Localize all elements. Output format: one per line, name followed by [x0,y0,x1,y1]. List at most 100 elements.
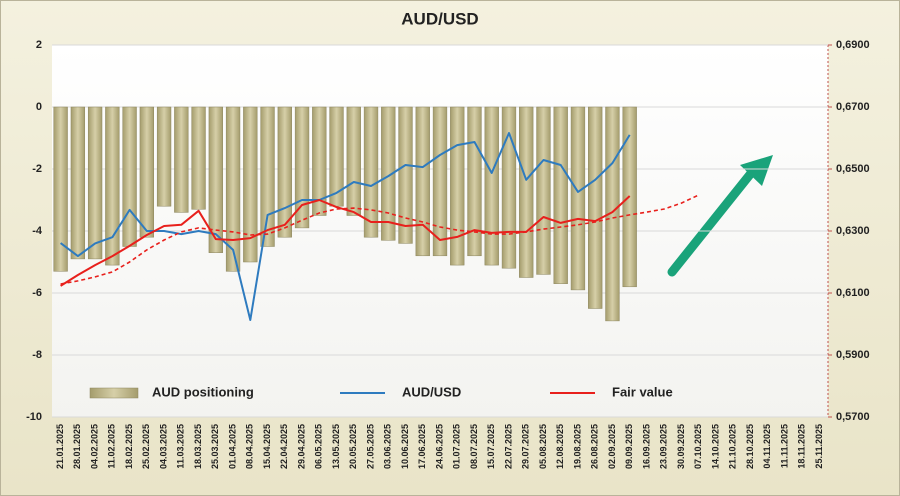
x-tick-label: 29.04.2025 [296,424,306,469]
x-tick-label: 13.05.2025 [331,424,341,469]
y2-tick-label: 0,6500 [836,163,870,175]
y2-tick-label: 0,6300 [836,225,870,237]
x-tick-label: 04.02.2025 [89,424,99,469]
x-tick-label: 11.11.2025 [779,424,789,468]
legend-label: AUD/USD [402,384,461,399]
x-tick-label: 19.08.2025 [572,424,582,469]
x-tick-label: 25.02.2025 [141,424,151,469]
bar [346,106,361,216]
x-tick-label: 23.09.2025 [659,424,669,469]
y2-tick-label: 0,6100 [836,287,870,299]
x-tick-label: 25.03.2025 [210,424,220,469]
bar [139,106,154,238]
bar [260,106,275,247]
x-tick-label: 18.02.2025 [124,424,134,469]
bar [432,106,448,257]
bar [484,106,499,266]
x-tick-label: 22.04.2025 [279,424,289,469]
bar [208,106,223,253]
y-tick-label: 0 [36,101,42,113]
y2-tick-label: 0,6900 [836,39,870,51]
x-tick-label: 27.05.2025 [365,424,375,469]
bar [588,106,603,309]
x-tick-label: 21.01.2025 [55,424,65,469]
bar [501,106,517,269]
trend-arrow-head [740,155,773,186]
line [60,194,700,285]
legend-swatch [89,387,139,399]
x-tick-label: 07.10.2025 [693,424,703,469]
bar [381,106,396,241]
line [60,195,631,287]
y2-tick-label: 0,5900 [836,349,870,361]
bar [467,106,482,257]
x-tick-label: 06.05.2025 [314,424,324,469]
legend-label: Fair value [612,384,673,399]
bar [70,106,86,260]
x-tick-label: 17.06.2025 [417,424,427,469]
bar [191,106,206,210]
x-tick-label: 02.09.2025 [607,424,617,469]
bar [415,106,430,257]
x-tick-label: 15.07.2025 [486,424,496,469]
bar [225,106,241,272]
bar [122,106,137,247]
x-tick-label: 01.07.2025 [452,424,462,469]
bar [277,106,292,238]
bar [398,106,413,244]
x-tick-label: 18.11.2025 [797,424,807,469]
x-tick-label: 09.09.2025 [624,424,634,469]
bar [519,106,534,278]
bar [105,106,120,266]
x-tick-label: 24.06.2025 [434,424,444,469]
x-tick-label: 03.06.2025 [383,424,393,469]
trend-arrow [667,167,757,277]
x-tick-label: 16.09.2025 [641,424,651,469]
x-tick-label: 30.09.2025 [676,424,686,469]
y2-tick-label: 0,6700 [836,101,870,113]
x-tick-label: 11.02.2025 [107,424,117,469]
bar [294,106,310,229]
x-tick-label: 11.03.2025 [176,424,186,469]
y-tick-label: 2 [36,39,42,51]
bar [53,106,68,272]
x-tick-label: 25.11.2025 [814,424,824,469]
x-tick-label: 12.08.2025 [555,424,565,469]
x-tick-label: 28.01.2025 [72,424,82,469]
y-tick-label: -8 [32,349,42,361]
x-tick-label: 14.10.2025 [710,424,720,469]
y-tick-label: -6 [32,287,42,299]
bar [570,106,586,291]
x-tick-label: 15.04.2025 [262,424,272,469]
y-tick-label: -10 [26,411,42,423]
x-tick-label: 10.06.2025 [400,424,410,469]
bar [450,106,465,266]
x-tick-label: 18.03.2025 [193,424,203,469]
x-tick-label: 28.10.2025 [745,424,755,469]
y-tick-label: -4 [32,225,43,237]
bar [312,106,327,216]
chart-title: AUD/USD [401,9,478,28]
bar [156,106,172,207]
bar [605,106,620,322]
x-tick-label: 29.07.2025 [521,424,531,469]
x-tick-label: 04.03.2025 [158,424,168,469]
x-tick-label: 22.07.2025 [503,424,513,469]
bar [329,106,344,207]
x-tick-label: 20.05.2025 [348,424,358,469]
bar [553,106,568,284]
bar [243,106,258,263]
x-tick-label: 08.04.2025 [245,424,255,469]
y2-tick-label: 0,5700 [836,411,870,423]
x-tick-label: 21.10.2025 [728,424,738,469]
x-tick-label: 08.07.2025 [469,424,479,469]
x-tick-label: 04.11.2025 [762,424,772,469]
bar [536,106,551,275]
bar [363,106,379,238]
x-tick-label: 05.08.2025 [538,424,548,469]
y-tick-label: -2 [32,163,42,175]
bar [87,106,103,260]
x-tick-label: 01.04.2025 [227,424,237,469]
x-tick-label: 26.08.2025 [590,424,600,469]
